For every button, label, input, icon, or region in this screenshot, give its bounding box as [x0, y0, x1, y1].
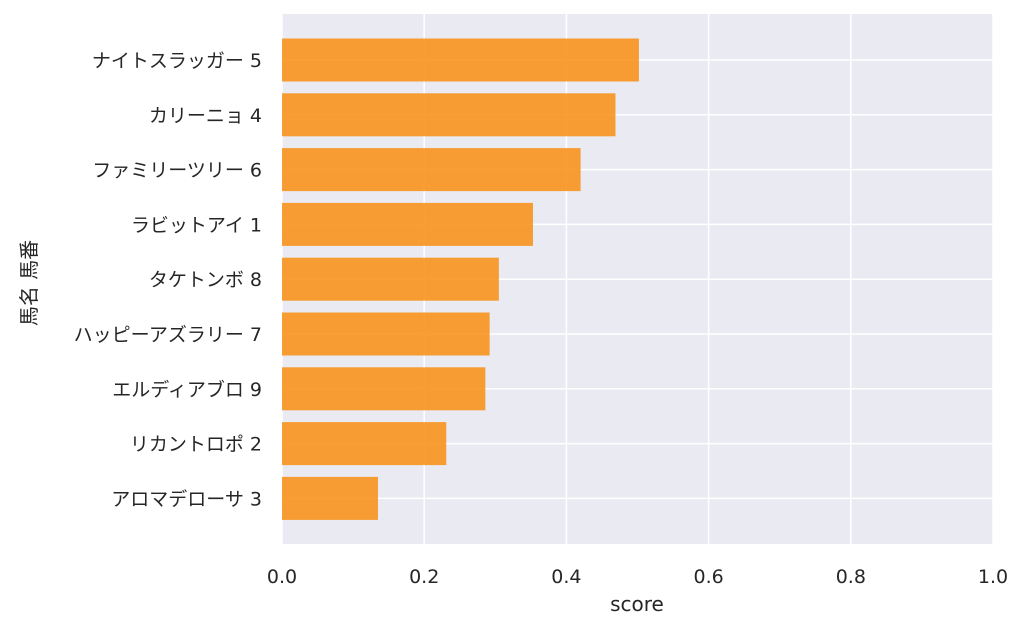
y-tick-label: ナイトスラッガー 5 [92, 50, 262, 72]
bar [282, 422, 447, 466]
bar [282, 312, 490, 356]
bar [282, 476, 378, 520]
y-tick-label: リカントロポ 2 [130, 434, 262, 456]
x-tick-label: 0.0 [267, 566, 297, 588]
y-tick-label: カリーニョ 4 [149, 105, 262, 127]
y-axis-title: 馬名 馬番 [17, 240, 41, 326]
x-tick-label: 0.4 [551, 566, 581, 588]
x-tick-label: 0.2 [409, 566, 439, 588]
x-tick-label: 0.6 [693, 566, 723, 588]
y-tick-label: アロマデローサ 3 [111, 488, 262, 510]
y-tick-label: エルディアブロ 9 [112, 378, 262, 401]
y-tick-label: ファミリーツリー 6 [92, 160, 262, 182]
x-tick-labels: 0.0 0.2 0.4 0.6 0.8 1.0 [267, 566, 1008, 588]
x-tick-label: 0.8 [836, 566, 866, 588]
y-tick-label: ハッピーアズラリー 7 [74, 324, 262, 346]
bar [282, 202, 533, 246]
x-axis-title: score [610, 592, 664, 616]
bar [282, 257, 499, 301]
x-tick-label: 1.0 [978, 566, 1008, 588]
bar [282, 38, 639, 82]
y-tick-label: ラビットアイ 1 [131, 214, 262, 236]
bars [282, 38, 639, 520]
y-tick-labels: ナイトスラッガー 5 カリーニョ 4 ファミリーツリー 6 ラビットアイ 1 タケトンボ… [74, 50, 262, 510]
y-tick-label: タケトンボ 8 [149, 269, 262, 291]
bar [282, 367, 486, 411]
bar [282, 93, 616, 137]
bar [282, 148, 581, 192]
